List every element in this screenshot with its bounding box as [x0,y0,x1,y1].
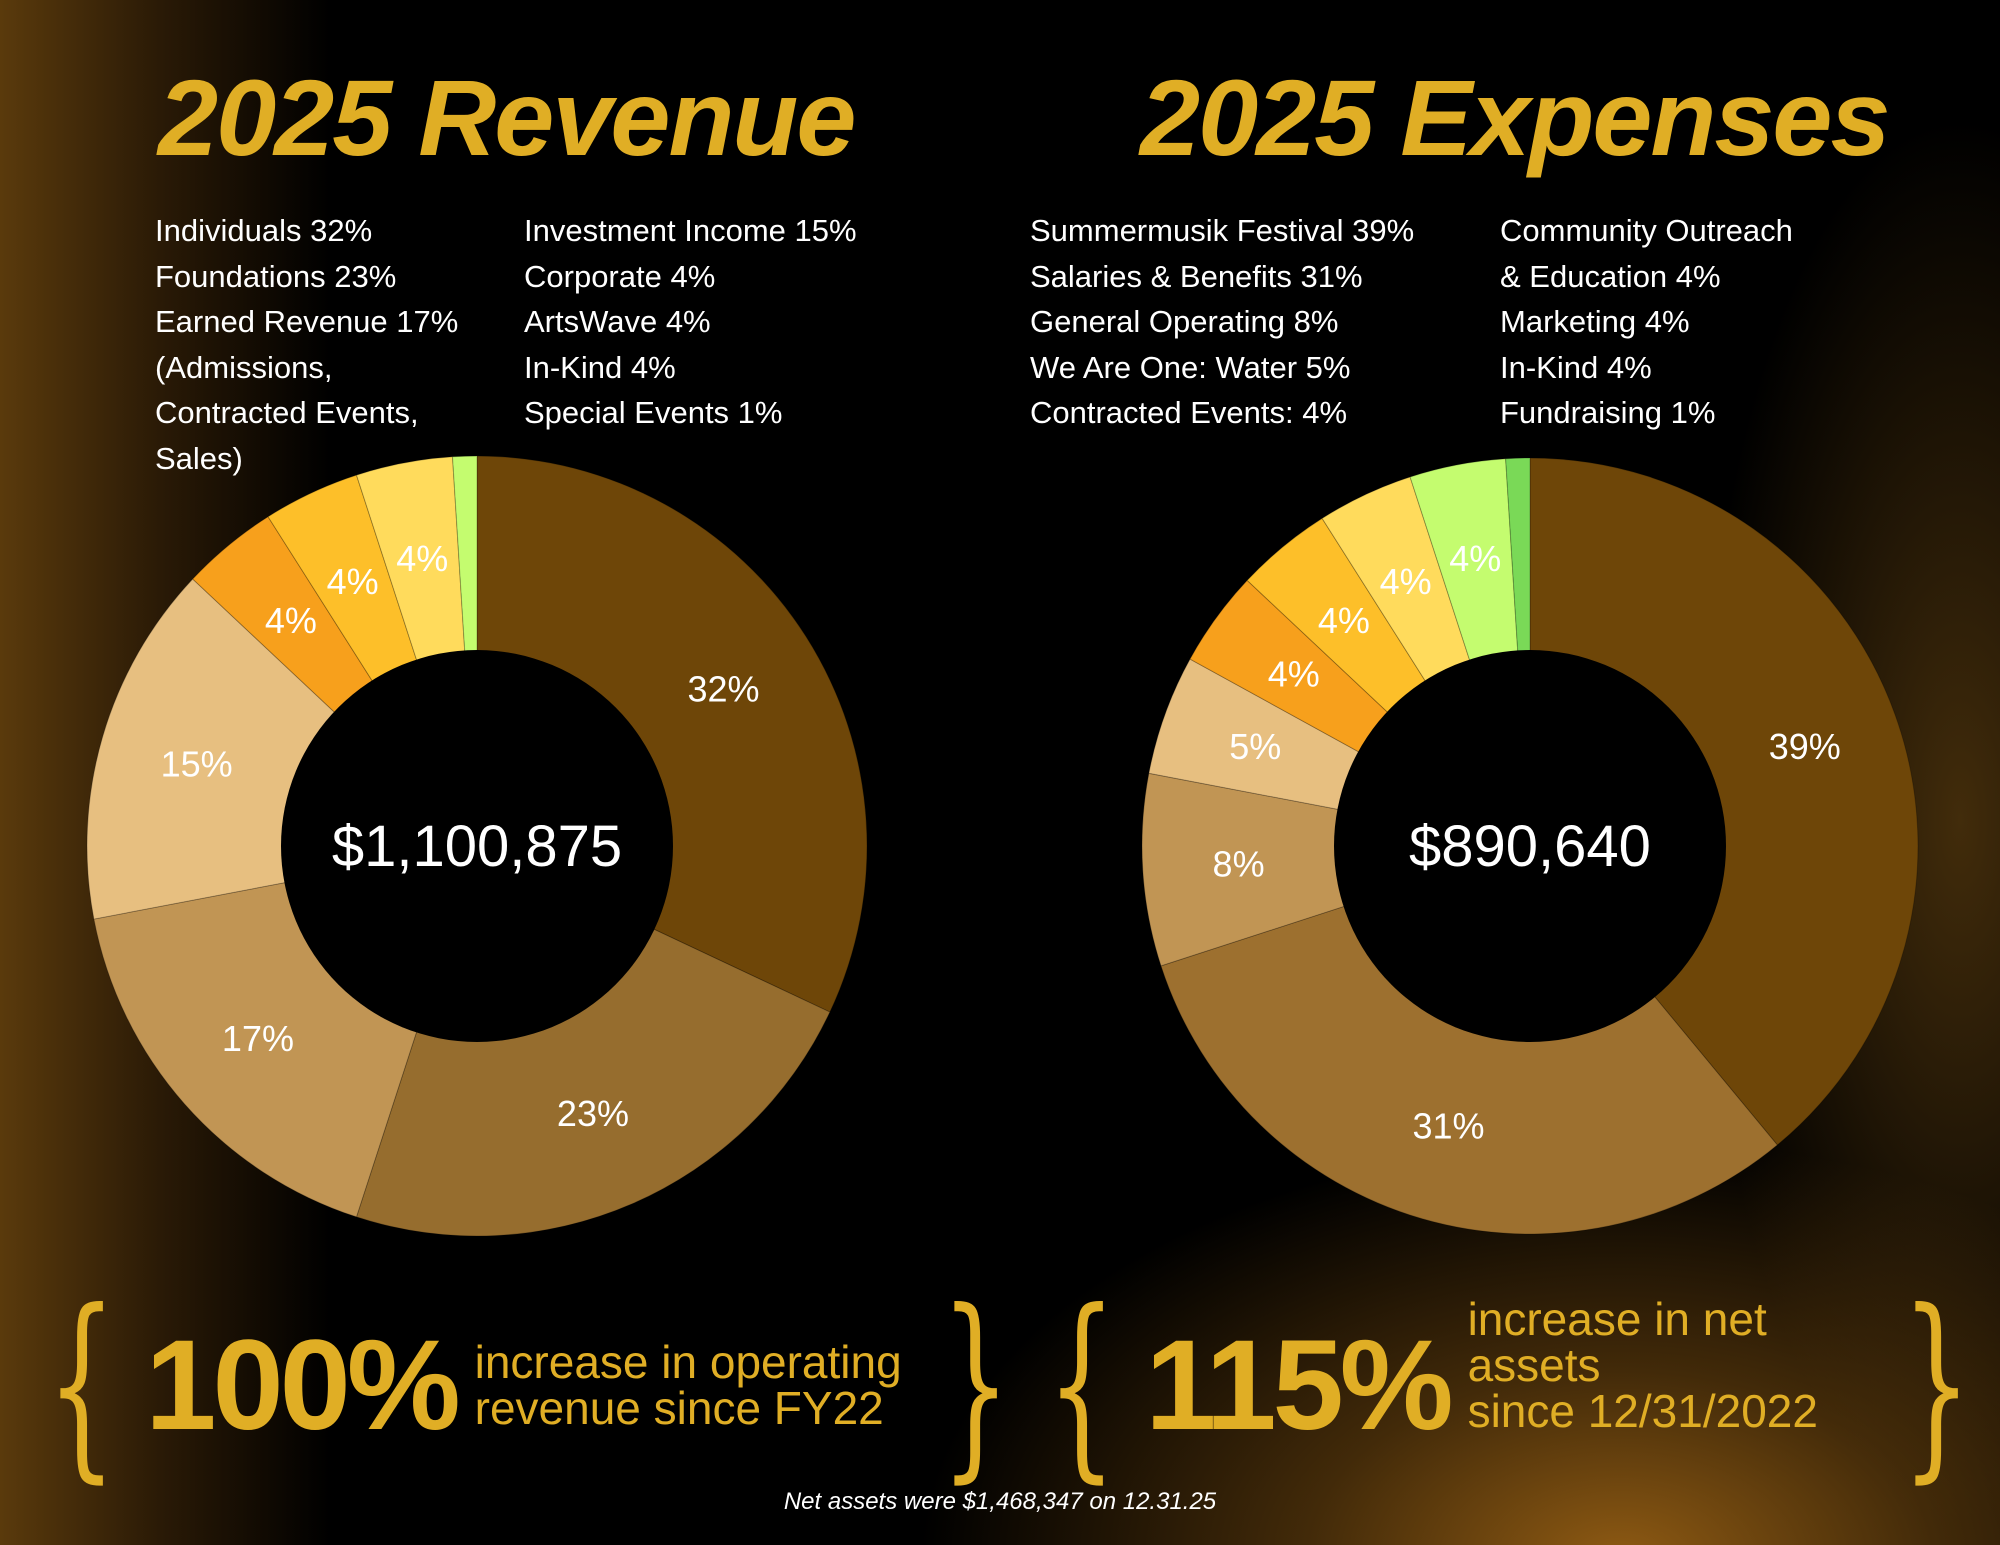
stat-description-line-1: increase in operating [474,1336,902,1388]
revenue-legend-column-1: Individuals 32% Foundations 23% Earned R… [155,208,458,481]
operating-revenue-stat: { 100% increase in operating revenue sin… [18,1285,1039,1485]
stat-description-line-1: increase in net assets [1467,1293,1767,1391]
legend-item: General Operating 8% [1030,304,1339,339]
legend-item: Foundations 23% [155,258,397,294]
legend-item: Fundraising 1% [1500,395,1716,430]
stat-description: increase in operating revenue since FY22 [475,1339,902,1431]
slice-label: 8% [1213,843,1265,884]
expenses-legend-column-1: Summermusik Festival 39% Salaries & Bene… [1030,208,1414,436]
stat-value: 100% [145,1313,460,1457]
legend-item: Contracted Events, [155,395,419,430]
legend-item: We Are One: Water 5% [1030,349,1351,385]
donut-slice [1160,845,1779,1235]
slice-label: 4% [1318,600,1370,641]
donut-hole [281,650,673,1042]
open-brace-icon: { [1046,1268,1117,1501]
stat-description-line-2: since 12/31/2022 [1467,1385,1818,1437]
revenue-donut: 32%23%17%15%4%4%4%$1,100,875 [86,455,868,1237]
legend-item: Contracted Events: 4% [1030,395,1348,430]
slice-label: 5% [1229,726,1281,767]
legend-item: Earned Revenue 17% [155,304,459,339]
legend-item: (Admissions, [155,349,333,385]
close-brace-icon: } [940,1268,1011,1501]
slice-label: 17% [222,1018,294,1059]
slice-label: 23% [557,1093,629,1134]
legend-item: Investment Income 15% [524,213,857,248]
net-assets-footnote: Net assets were $1,468,347 on 12.31.25 [783,1488,1217,1515]
legend-item: Summermusik Festival 39% [1030,213,1415,248]
slice-label: 4% [1380,561,1432,602]
slice-label: 4% [1268,653,1320,694]
expenses-donut: 39%31%8%5%4%4%4%4%$890,640 [1141,457,1919,1235]
legend-item: Special Events 1% [524,395,783,430]
donut-slice [1529,457,1919,1146]
close-brace-icon: } [1901,1268,1972,1501]
expenses-legend-column-2: Community Outreach & Education 4% Market… [1500,208,1793,436]
slice-label: 39% [1769,726,1841,767]
slice-label: 4% [396,538,448,579]
net-assets-stat: { 115% increase in net assets since 12/3… [1018,1285,2000,1485]
legend-item: & Education 4% [1500,258,1721,294]
stat-description-line-2: revenue since FY22 [474,1382,884,1434]
revenue-legend-column-2: Investment Income 15% Corporate 4% ArtsW… [524,208,857,436]
legend-item: In-Kind 4% [1500,349,1652,385]
legend-item: Marketing 4% [1500,304,1690,339]
stat-description: increase in net assets since 12/31/2022 [1468,1296,1863,1434]
legend-item: Salaries & Benefits 31% [1030,258,1363,294]
slice-label: 4% [1449,538,1501,579]
stat-value: 115% [1145,1313,1453,1457]
legend-item: Corporate 4% [524,258,716,294]
slice-label: 32% [688,669,760,710]
legend-item: In-Kind 4% [524,349,676,385]
legend-item: ArtsWave 4% [524,304,711,339]
center-total-label: $890,640 [1409,814,1651,879]
slice-label: 4% [327,561,379,602]
slice-label: 15% [161,744,233,785]
revenue-title: 2025 Revenue [158,57,856,178]
legend-item: Community Outreach [1500,213,1793,248]
donut-hole [1334,650,1726,1042]
legend-item: Individuals 32% [155,213,373,248]
slice-label: 4% [265,600,317,641]
slice-label: 31% [1413,1105,1485,1146]
center-total-label: $1,100,875 [332,814,622,879]
legend-item: Sales) [155,440,243,476]
open-brace-icon: { [46,1268,117,1501]
expenses-title: 2025 Expenses [1140,57,1891,178]
